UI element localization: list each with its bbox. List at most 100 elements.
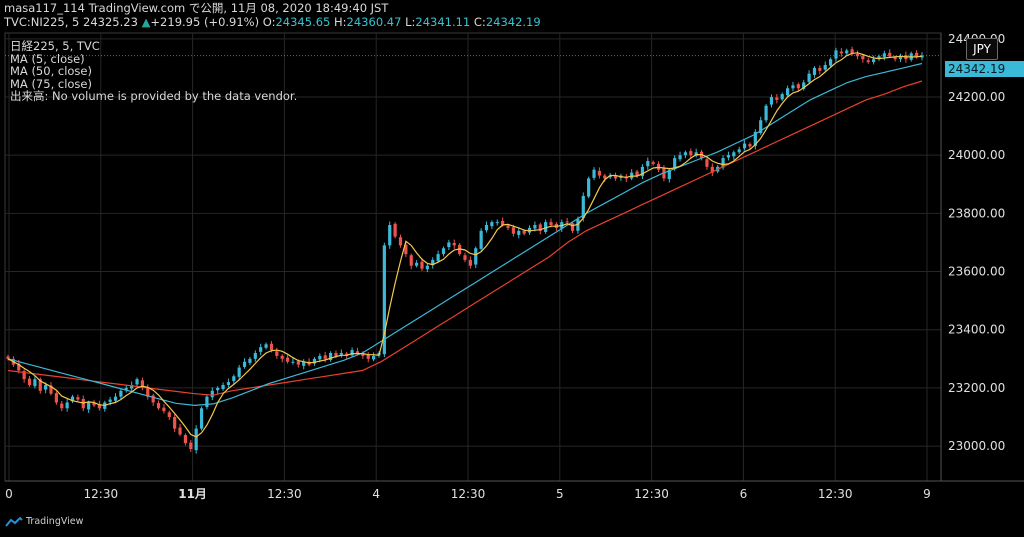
candle-body	[54, 393, 58, 403]
y-tick-label: 23000.00	[948, 439, 1005, 453]
candle-body	[65, 402, 69, 409]
candles	[6, 46, 924, 454]
price-axis[interactable]: 23000.00 23200.00 23400.00 23600.00 23800.00…	[948, 32, 1005, 453]
candle-body	[597, 170, 602, 176]
candle-body	[237, 367, 241, 377]
candle-body	[302, 361, 306, 366]
legend-ma75: MA (75, close)	[10, 76, 92, 91]
candle-body	[834, 50, 838, 59]
y-tick-label: 24200.00	[948, 90, 1005, 104]
candle-body	[522, 230, 526, 234]
candle-body	[474, 248, 478, 265]
last-price: 24325.23	[83, 15, 138, 29]
candle-body	[721, 158, 725, 168]
candle-body	[646, 161, 650, 167]
candle-body	[173, 417, 177, 429]
candle-body	[253, 353, 257, 359]
candle-body	[479, 230, 483, 249]
candle-body	[759, 120, 763, 134]
y-tick-label: 24000.00	[948, 148, 1005, 162]
candle-body	[151, 395, 155, 403]
candle-body	[70, 396, 75, 402]
symbol-ohlc-line: TVC:NI225, 5 24325.23 ▲+219.95 (+0.91%) …	[4, 15, 541, 29]
candle-body	[506, 225, 510, 228]
candle-body	[710, 166, 714, 173]
currency-button[interactable]: JPY	[966, 38, 998, 60]
candle-body	[318, 355, 322, 360]
candle-body	[27, 378, 32, 385]
candle-body	[280, 355, 284, 359]
x-tick-label: 11月	[178, 487, 207, 501]
candle-body	[420, 261, 424, 269]
candle-body	[592, 169, 596, 178]
candle-body	[689, 151, 693, 156]
candle-body	[210, 390, 214, 398]
candle-body	[501, 220, 505, 225]
plot-area[interactable]	[4, 32, 942, 482]
candle-body	[156, 403, 161, 409]
candle-body	[517, 230, 521, 235]
candle-body	[495, 222, 499, 224]
candle-body	[146, 387, 150, 397]
candle-body	[544, 222, 548, 232]
candle-body	[323, 355, 327, 359]
candle-body	[49, 385, 53, 394]
candle-body	[753, 131, 757, 146]
candle-body	[404, 244, 408, 255]
candle-body	[549, 222, 553, 225]
candle-body	[87, 402, 91, 410]
candle-body	[855, 53, 860, 57]
tradingview-logo-icon	[5, 516, 23, 527]
candle-body	[538, 224, 542, 231]
x-tick-label: 12:30	[451, 487, 486, 501]
candle-body	[339, 353, 343, 355]
candle-body	[802, 82, 806, 89]
candle-body	[812, 67, 817, 75]
candle-body	[511, 227, 515, 234]
price-change: +219.95 (+0.91%)	[150, 15, 260, 29]
ma5-line	[7, 52, 923, 438]
grid	[5, 33, 941, 481]
candle-body	[447, 242, 451, 248]
candle-body	[565, 221, 569, 223]
candle-body	[113, 396, 118, 401]
candle-body	[76, 397, 80, 400]
candle-body	[705, 159, 709, 167]
low-label: L:	[405, 15, 416, 29]
legend-volume: 出来高: No volume is provided by the data v…	[10, 89, 298, 104]
x-tick-label: 4	[372, 487, 380, 501]
candle-body	[259, 347, 263, 352]
x-tick-label: 0	[5, 487, 13, 501]
y-tick-label: 23200.00	[948, 381, 1005, 395]
candle-body	[829, 59, 833, 66]
candle-body	[845, 50, 849, 54]
candle-body	[33, 379, 37, 387]
candle-body	[667, 169, 671, 180]
legend-ma5: MA (5, close)	[10, 51, 85, 66]
x-tick-label: 6	[740, 487, 748, 501]
open-value: 24345.65	[275, 15, 331, 29]
candle-body	[415, 262, 419, 266]
ma50-line	[7, 62, 923, 407]
candle-body	[361, 353, 365, 356]
candle-body	[17, 363, 21, 371]
candle-body	[807, 73, 811, 82]
candle-body	[296, 361, 300, 365]
candle-body	[189, 442, 193, 449]
candle-body	[915, 52, 919, 57]
time-axis[interactable]: 0 12:30 11月 12:30 4 12:30 5 12:30 6 12:30 9	[5, 487, 931, 501]
open-label: O:	[262, 15, 276, 29]
candle-body	[328, 353, 333, 360]
candle-body	[409, 255, 413, 266]
candle-body	[92, 402, 96, 406]
y-tick-label: 23600.00	[948, 265, 1005, 279]
candle-body	[796, 84, 800, 89]
y-tick-label: 23400.00	[948, 323, 1005, 337]
candle-body	[484, 225, 489, 231]
candle-body	[275, 351, 279, 356]
candle-body	[640, 166, 645, 177]
moving-averages	[7, 52, 923, 438]
candle-body	[216, 387, 220, 391]
candle-body	[81, 398, 85, 409]
